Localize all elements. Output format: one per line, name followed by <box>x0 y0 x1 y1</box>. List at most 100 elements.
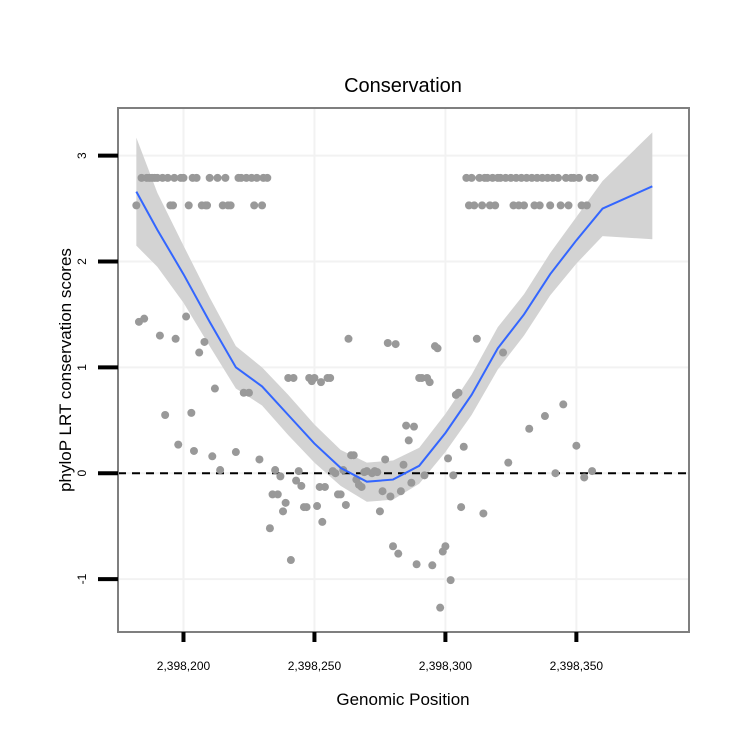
data-point-89 <box>357 482 366 491</box>
data-point-30 <box>203 201 212 210</box>
data-point-140 <box>491 201 500 210</box>
data-point-104 <box>399 460 408 469</box>
data-point-21 <box>184 201 193 210</box>
data-point-153 <box>525 424 534 433</box>
data-point-172 <box>574 173 583 182</box>
data-point-161 <box>546 201 555 210</box>
data-point-132 <box>472 334 481 343</box>
scatter-points <box>132 173 599 612</box>
data-point-35 <box>216 466 225 475</box>
x-axis-label: Genomic Position <box>336 690 469 709</box>
data-point-39 <box>226 201 235 210</box>
data-point-135 <box>479 509 488 518</box>
data-point-64 <box>294 467 303 476</box>
data-point-101 <box>391 340 400 349</box>
data-point-49 <box>255 455 264 464</box>
y-tick-label-1: 0 <box>75 470 89 477</box>
data-point-50 <box>258 201 267 210</box>
data-point-55 <box>271 466 280 475</box>
data-point-15 <box>170 173 179 182</box>
data-point-53 <box>265 524 274 533</box>
data-point-127 <box>459 442 468 451</box>
data-point-120 <box>441 542 450 551</box>
data-point-3 <box>140 314 149 323</box>
loess-smooth-line <box>135 185 653 483</box>
data-point-75 <box>320 482 329 491</box>
data-point-175 <box>582 201 591 210</box>
data-point-83 <box>341 500 350 509</box>
data-point-131 <box>470 201 479 210</box>
data-point-48 <box>252 173 261 182</box>
data-point-63 <box>292 476 301 485</box>
data-point-123 <box>449 471 458 480</box>
data-point-71 <box>313 502 322 511</box>
x-tick-label-3: 2,398,350 <box>550 659 604 673</box>
data-point-70 <box>310 373 319 382</box>
data-point-118 <box>436 603 445 612</box>
data-point-171 <box>572 441 581 450</box>
data-point-58 <box>279 507 288 516</box>
data-point-145 <box>504 458 513 467</box>
data-point-151 <box>519 201 528 210</box>
x-tick-label-0: 2,398,200 <box>157 659 211 673</box>
data-point-57 <box>276 472 285 481</box>
data-point-25 <box>192 173 201 182</box>
y-axis-ticks: -1 0 1 2 3 <box>75 152 118 584</box>
data-point-26 <box>195 348 204 357</box>
data-point-16 <box>171 334 180 343</box>
data-point-61 <box>286 556 295 565</box>
data-point-109 <box>412 560 421 569</box>
data-point-37 <box>221 173 230 182</box>
data-point-52 <box>263 173 272 182</box>
data-point-115 <box>428 561 437 570</box>
data-point-130 <box>467 173 476 182</box>
data-point-168 <box>564 201 573 210</box>
data-point-105 <box>402 421 411 430</box>
data-point-100 <box>389 542 398 551</box>
data-point-14 <box>169 201 178 210</box>
data-point-174 <box>580 473 589 482</box>
data-point-84 <box>344 334 353 343</box>
data-point-98 <box>383 339 392 348</box>
data-point-99 <box>386 492 395 501</box>
data-point-40 <box>231 448 240 457</box>
data-point-121 <box>444 454 453 463</box>
data-point-20 <box>182 312 191 321</box>
data-point-164 <box>554 173 563 182</box>
data-point-32 <box>208 452 217 461</box>
data-point-56 <box>273 490 282 499</box>
data-point-177 <box>588 467 597 476</box>
data-point-28 <box>200 337 209 346</box>
data-point-95 <box>375 507 384 516</box>
data-point-45 <box>244 388 253 397</box>
data-point-62 <box>289 373 298 382</box>
data-point-125 <box>454 388 463 397</box>
data-point-94 <box>373 468 382 477</box>
data-point-59 <box>281 498 290 507</box>
data-point-122 <box>446 576 455 585</box>
data-point-157 <box>535 201 544 210</box>
data-point-12 <box>163 173 172 182</box>
data-point-102 <box>394 549 403 558</box>
data-point-24 <box>189 446 198 455</box>
data-point-19 <box>179 173 188 182</box>
data-point-65 <box>297 481 306 490</box>
data-point-178 <box>590 173 599 182</box>
data-point-107 <box>407 478 416 487</box>
data-point-81 <box>336 490 345 499</box>
data-point-67 <box>302 503 311 512</box>
data-point-34 <box>213 173 222 182</box>
data-point-108 <box>409 422 418 431</box>
x-tick-label-1: 2,398,250 <box>288 659 342 673</box>
y-axis-label: phyloP LRT conservation scores <box>56 248 75 492</box>
data-point-22 <box>187 408 196 417</box>
y-tick-label-4: 3 <box>75 152 89 159</box>
y-tick-label-2: 1 <box>75 364 89 371</box>
data-point-33 <box>210 384 219 393</box>
data-point-9 <box>155 331 164 340</box>
data-point-73 <box>316 378 325 387</box>
data-point-17 <box>174 440 183 449</box>
data-point-47 <box>250 201 259 210</box>
data-point-159 <box>540 412 549 421</box>
